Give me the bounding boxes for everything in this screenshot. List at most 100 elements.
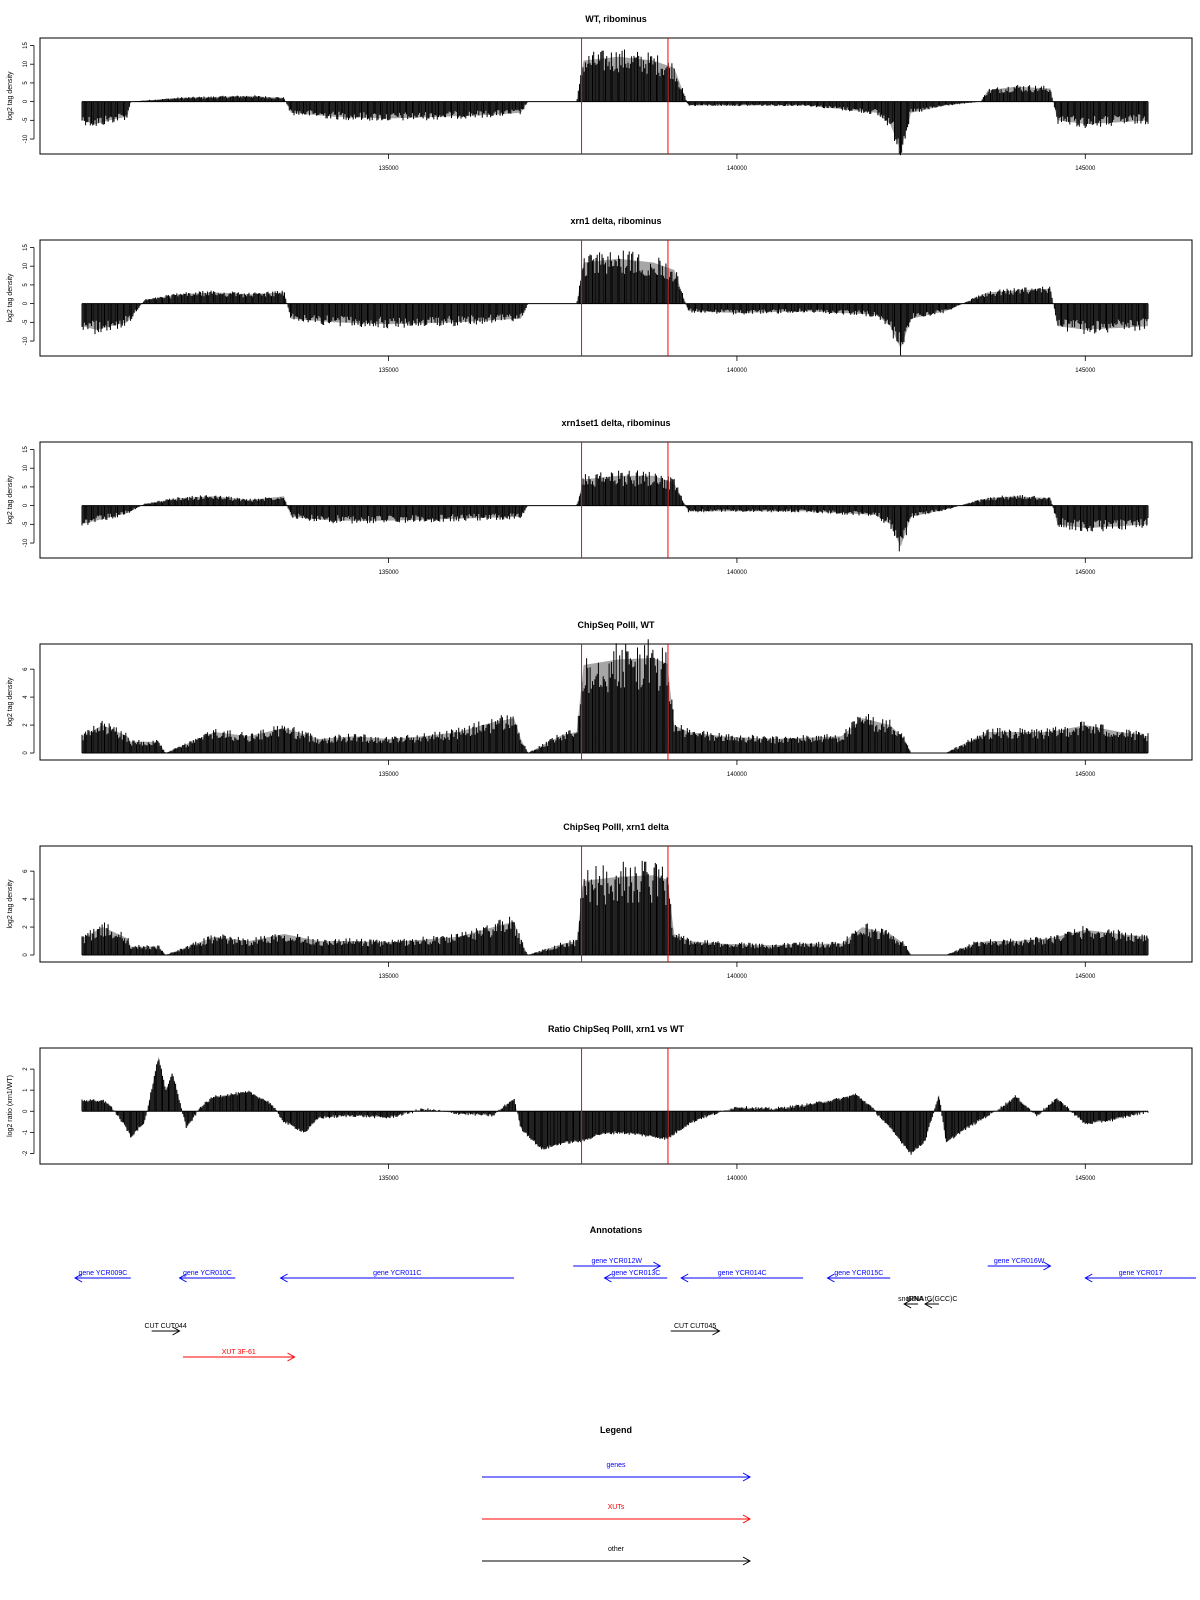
y-tick-label: 2 [23,925,29,929]
arrow-left-icon [826,1273,835,1283]
signal-envelope [82,875,1148,955]
y-tick-label: 10 [23,262,29,269]
plot-frame [39,1047,1193,1165]
arrow-left-icon [603,1273,612,1283]
y-tick-label: 10 [23,464,29,471]
y-axis-label: log2 tag density [7,71,14,121]
signal-series [81,639,1149,753]
signal-envelope [82,56,1148,151]
y-tick-label: 5 [23,81,29,85]
legend-entry: other [482,1546,752,1566]
plot-frame [39,239,1193,357]
feature-label: gene YCR010C [183,1270,232,1277]
feature-label: gene YCR009C [78,1270,127,1277]
x-tick-label: 135000 [379,166,400,172]
annotation-feature: gene YCR011C [279,1270,514,1283]
arrow-right-icon [742,1556,752,1566]
annotation-feature: gene YCR013C [603,1270,668,1283]
feature-label: gene YCR012W [592,1258,643,1265]
y-axis-label: log2 tag density [7,879,14,929]
annotation-feature: gene YCR014C [680,1270,804,1283]
y-tick-label: 5 [23,485,29,489]
y-tick-label: 4 [23,695,29,699]
y-tick-label: 15 [23,41,29,48]
x-tick-label: 140000 [727,570,748,576]
y-tick-label: 0 [23,99,29,103]
legend-label: XUTs [608,1504,625,1511]
arrow-left-icon [178,1273,187,1283]
panel-title: ChipSeq PolII, xrn1 delta [563,822,670,832]
y-tick-label: 10 [23,60,29,67]
arrow-left-icon [279,1273,288,1283]
track-panel: xrn1 delta, ribominus log2 tag density -10… [7,216,1193,374]
y-tick-label: 0 [23,301,29,305]
feature-label: gene YCR011C [373,1270,421,1277]
annotation-feature: snoRNA [898,1296,924,1309]
x-tick-label: 140000 [727,368,748,374]
y-tick-label: -10 [23,538,29,547]
x-tick-label: 145000 [1075,166,1096,172]
x-tick-label: 135000 [379,772,400,778]
track-panels: WT, ribominus log2 tag density -10 -5 0 5 10 15… [7,14,1193,1182]
x-tick-label: 140000 [727,1176,748,1182]
feature-label: XUT 3F-61 [222,1349,256,1356]
y-axis-label: log2 tag density [7,677,14,727]
y-axis-label: log2 ratio (xrn1/WT) [7,1075,14,1137]
legend-label: genes [606,1462,626,1469]
x-tick-label: 140000 [727,166,748,172]
y-tick-label: -5 [23,319,29,325]
y-tick-label: -10 [23,336,29,345]
x-tick-label: 145000 [1075,772,1096,778]
y-tick-label: 5 [23,283,29,287]
arrow-left-icon [680,1273,689,1283]
arrow-right-icon [1043,1261,1052,1271]
feature-label: gene YCR015C [834,1270,883,1277]
track-panel: ChipSeq PolII, WT log2 tag density 0 2 4 6 135… [7,620,1193,778]
plot-frame [39,845,1193,963]
feature-label: CUT CUT044 [144,1323,186,1330]
arrow-right-icon [742,1472,752,1482]
y-tick-label: 0 [23,1109,29,1113]
y-tick-label: 15 [23,243,29,250]
y-tick-label: 2 [23,723,29,727]
panel-title: ChipSeq PolII, WT [578,620,655,630]
panel-title: xrn1 delta, ribominus [570,216,661,226]
legend-entry: XUTs [482,1504,752,1524]
annotation-feature: tRNA tG(GCC)C [907,1296,958,1309]
x-tick-label: 145000 [1075,368,1096,374]
y-tick-label: 6 [23,667,29,671]
arrow-left-icon [1084,1273,1093,1283]
y-axis-label: log2 tag density [7,475,14,525]
annotation-feature: gene YCR009C [74,1270,131,1283]
track-panel: ChipSeq PolII, xrn1 delta log2 tag densit… [7,822,1193,980]
y-tick-label: -5 [23,521,29,527]
y-tick-label: 0 [23,751,29,755]
panel-title: WT, ribominus [585,14,647,24]
feature-label: tRNA tG(GCC)C [907,1296,958,1303]
x-tick-label: 135000 [379,570,400,576]
arrow-right-icon [172,1326,181,1336]
annotation-feature: CUT CUT044 [144,1323,187,1336]
annotation-feature: gene YCR017 [1084,1270,1196,1283]
x-tick-label: 145000 [1075,570,1096,576]
y-tick-label: -2 [23,1150,29,1156]
legend: Legend genes XUTs other [482,1425,752,1566]
annotation-feature: XUT 3F-61 [183,1349,296,1362]
signal-envelope [82,475,1148,547]
feature-label: CUT CUT045 [674,1323,716,1330]
track-panel: WT, ribominus log2 tag density -10 -5 0 5 10 15… [7,14,1193,172]
feature-label: gene YCR014C [718,1270,767,1277]
signal-envelope [82,1056,1148,1154]
arrow-right-icon [742,1514,752,1524]
plot-frame [39,37,1193,155]
legend-entry: genes [482,1462,752,1482]
panel-title: xrn1set1 delta, ribominus [561,418,670,428]
panel-title: Ratio ChipSeq PolII, xrn1 vs WT [548,1024,685,1034]
annotation-feature: gene YCR012W [573,1258,662,1271]
feature-label: gene YCR017 [1119,1270,1163,1277]
x-tick-label: 140000 [727,772,748,778]
y-tick-label: -5 [23,117,29,123]
x-tick-label: 135000 [379,368,400,374]
annotation-feature: gene YCR010C [178,1270,236,1283]
